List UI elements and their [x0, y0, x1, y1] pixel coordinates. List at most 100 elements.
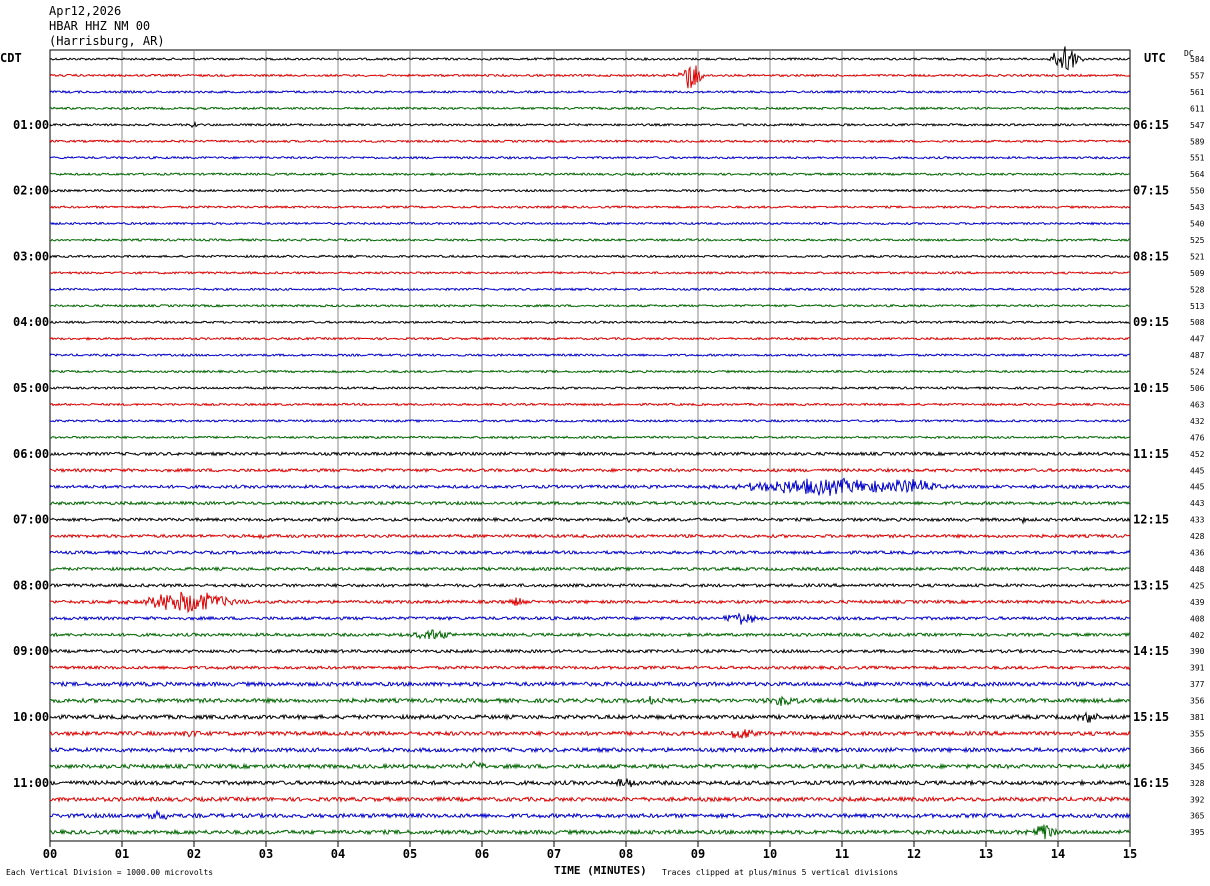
seismic-trace: [49, 46, 1131, 71]
dc-offset-label: 381: [1190, 713, 1205, 722]
dc-offset-label: 584: [1190, 55, 1205, 64]
seismic-trace: [49, 778, 1131, 788]
dc-offset-label: 487: [1190, 351, 1205, 360]
utc-time-label: 08:15: [1133, 249, 1169, 263]
utc-time-label: 09:15: [1133, 315, 1169, 329]
dc-offset-label: 611: [1190, 104, 1205, 113]
dc-offset-label: 561: [1190, 88, 1205, 97]
dc-offset-label: 395: [1190, 828, 1205, 837]
dc-offset-label: 391: [1190, 664, 1205, 673]
dc-offset-label: 476: [1190, 433, 1205, 442]
seismic-trace: [49, 824, 1131, 840]
seismic-trace: [49, 582, 1131, 589]
seismic-trace: [49, 760, 1131, 771]
dc-offset-label: 436: [1190, 549, 1205, 558]
cdt-time-label: 11:00: [13, 776, 49, 790]
seismic-trace: [49, 336, 1130, 341]
dc-offset-label: 524: [1190, 368, 1205, 377]
x-tick-label: 11: [835, 847, 849, 861]
cdt-time-label: 01:00: [13, 118, 49, 132]
x-tick-label: 00: [43, 847, 57, 861]
dc-offset-label: 328: [1190, 779, 1205, 788]
seismic-trace: [49, 204, 1131, 210]
dc-offset-label: 540: [1190, 220, 1205, 229]
dc-offset-label: 452: [1190, 450, 1205, 459]
dc-offset-label: 345: [1190, 762, 1205, 771]
seismic-trace: [49, 120, 1131, 129]
dc-offset-label: 448: [1190, 565, 1205, 574]
scale-note: Each Vertical Division = 1000.00 microvo…: [6, 868, 214, 877]
seismic-trace: [49, 549, 1131, 556]
dc-offset-label: 392: [1190, 795, 1205, 804]
seismic-trace: [49, 254, 1131, 259]
utc-time-label: 15:15: [1133, 710, 1169, 724]
seismic-trace: [49, 385, 1131, 391]
seismic-trace: [49, 566, 1131, 572]
seismic-trace: [49, 450, 1131, 457]
utc-time-label: 13:15: [1133, 578, 1169, 592]
cdt-time-label: 10:00: [13, 710, 49, 724]
dc-offset-label: 513: [1190, 302, 1205, 311]
dc-offset-label: 551: [1190, 154, 1205, 163]
seismic-trace: [49, 516, 1131, 525]
dc-offset-label: 355: [1190, 729, 1205, 738]
utc-time-label: 11:15: [1133, 447, 1169, 461]
seismic-trace: [49, 467, 1131, 474]
seismic-trace: [49, 106, 1131, 111]
dc-offset-label: 366: [1190, 746, 1205, 755]
dc-offset-label: 447: [1190, 335, 1205, 344]
dc-offset-label: 557: [1190, 71, 1205, 80]
left-axis-title: CDT: [0, 51, 22, 65]
seismic-trace: [49, 303, 1131, 308]
right-axis-title: UTC: [1144, 51, 1166, 65]
dc-offset-label: 525: [1190, 236, 1205, 245]
dc-offset-label: 432: [1190, 417, 1205, 426]
dc-offset-label: 528: [1190, 285, 1205, 294]
seismic-trace: [49, 500, 1131, 506]
seismic-trace: [49, 795, 1131, 803]
seismic-trace: [49, 155, 1131, 160]
cdt-time-label: 03:00: [13, 249, 49, 263]
seismic-trace: [49, 591, 1131, 614]
cdt-time-label: 04:00: [13, 315, 49, 329]
dc-offset-label: 509: [1190, 269, 1205, 278]
seismic-trace: [49, 352, 1130, 358]
cdt-time-label: 09:00: [13, 644, 49, 658]
seismic-trace: [49, 729, 1131, 740]
seismic-trace: [49, 648, 1131, 654]
x-tick-label: 09: [691, 847, 705, 861]
x-tick-label: 12: [907, 847, 921, 861]
seismic-trace: [49, 477, 1131, 496]
seismic-trace: [49, 402, 1131, 407]
dc-offset-label: 356: [1190, 697, 1205, 706]
cdt-time-label: 07:00: [13, 513, 49, 527]
x-tick-label: 02: [187, 847, 201, 861]
seismic-trace: [49, 435, 1131, 440]
cdt-time-label: 02:00: [13, 184, 49, 198]
seismic-trace: [49, 533, 1131, 540]
dc-offset-label: 439: [1190, 598, 1205, 607]
dc-offset-label: 365: [1190, 812, 1205, 821]
seismic-trace: [49, 89, 1131, 94]
seismic-trace: [49, 287, 1131, 292]
seismic-trace: [49, 139, 1131, 144]
dc-offset-label: 508: [1190, 318, 1205, 327]
x-tick-label: 06: [475, 847, 489, 861]
dc-offset-label: 408: [1190, 614, 1205, 623]
seismic-trace: [49, 680, 1131, 688]
utc-time-label: 16:15: [1133, 776, 1169, 790]
seismic-trace: [49, 270, 1131, 275]
x-axis-title: TIME (MINUTES): [554, 864, 647, 877]
x-tick-label: 04: [331, 847, 345, 861]
x-tick-label: 13: [979, 847, 993, 861]
x-tick-label: 14: [1051, 847, 1065, 861]
dc-offset-label: 433: [1190, 516, 1205, 525]
clip-note: Traces clipped at plus/minus 5 vertical …: [662, 868, 899, 877]
dc-offset-label: 445: [1190, 466, 1205, 475]
seismic-trace: [49, 418, 1131, 423]
x-tick-label: 03: [259, 847, 273, 861]
utc-time-label: 06:15: [1133, 118, 1169, 132]
seismic-trace: [49, 695, 1131, 706]
station-location: (Harrisburg, AR): [49, 34, 165, 48]
dc-offset-label: 589: [1190, 137, 1205, 146]
